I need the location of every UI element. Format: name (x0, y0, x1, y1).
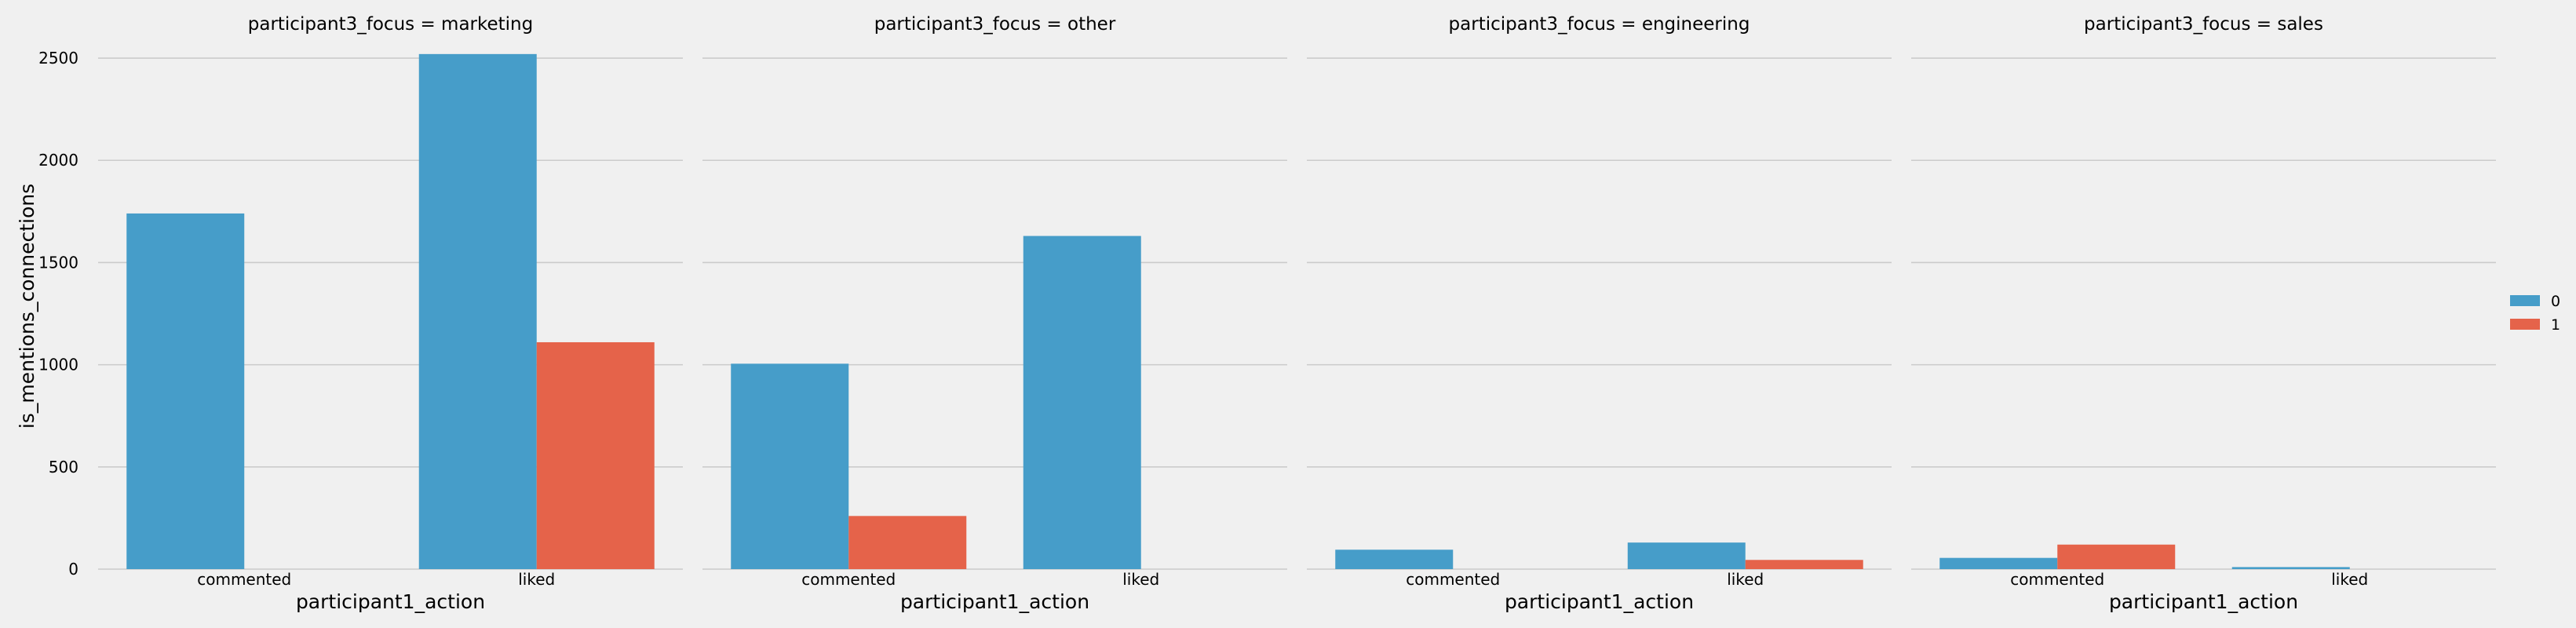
bar (1335, 550, 1454, 569)
bar (848, 516, 967, 569)
bar (2057, 544, 2176, 569)
bar (731, 363, 849, 569)
bar (126, 213, 245, 569)
y-axis-label: is_mentions_connections (16, 184, 38, 429)
legend-label: 1 (2551, 316, 2560, 334)
panel-title: participant3_focus = sales (2084, 14, 2323, 35)
x-tick-label: commented (197, 570, 291, 589)
bar (1745, 560, 1863, 569)
x-tick-label: liked (1122, 570, 1159, 589)
panel-title: participant3_focus = engineering (1449, 14, 1750, 35)
x-axis-label: participant1_action (2109, 590, 2298, 613)
x-tick-label: liked (518, 570, 555, 589)
x-axis-label: participant1_action (1505, 590, 1694, 613)
legend-swatch (2510, 319, 2540, 330)
panel-title: participant3_focus = marketing (248, 14, 533, 35)
y-tick-label: 0 (68, 560, 78, 579)
bar (1023, 236, 1141, 569)
panel-title: participant3_focus = other (874, 14, 1116, 35)
x-tick-label: liked (1727, 570, 1764, 589)
legend-label: 0 (2551, 293, 2560, 310)
y-tick-label: 500 (49, 458, 78, 476)
y-tick-label: 1500 (38, 253, 78, 272)
x-tick-label: commented (801, 570, 896, 589)
bar (1627, 542, 1746, 569)
x-tick-label: commented (2010, 570, 2104, 589)
y-tick-label: 2000 (38, 151, 78, 170)
y-tick-label: 2500 (38, 49, 78, 68)
y-tick-label: 1000 (38, 356, 78, 374)
bar (1939, 557, 2058, 569)
bar (536, 341, 655, 569)
bar (2231, 567, 2350, 569)
bar (418, 53, 537, 569)
x-tick-label: liked (2331, 570, 2368, 589)
legend-swatch (2510, 295, 2540, 306)
x-axis-label: participant1_action (900, 590, 1089, 613)
x-axis-label: participant1_action (296, 590, 485, 613)
x-tick-label: commented (1406, 570, 1500, 589)
